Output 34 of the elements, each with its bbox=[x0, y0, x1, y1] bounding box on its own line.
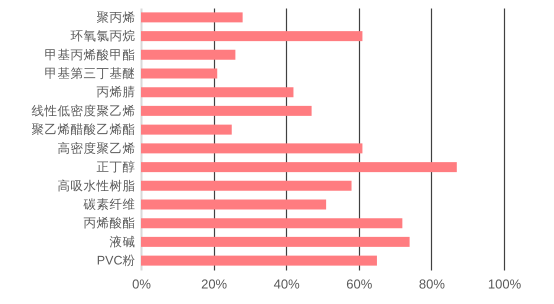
x-tick-label: 80% bbox=[418, 276, 446, 292]
bar bbox=[141, 106, 312, 116]
y-tick-label: 线性低密度聚乙烯 bbox=[32, 102, 136, 118]
bar bbox=[141, 180, 352, 191]
y-tick-label: 甲基丙烯酸甲酯 bbox=[44, 48, 136, 62]
x-tick-label: 60% bbox=[346, 276, 373, 292]
x-tick-label: 20% bbox=[201, 276, 228, 292]
y-tick-label: 甲基第三丁基醚 bbox=[44, 66, 136, 80]
bar bbox=[141, 143, 362, 154]
bar bbox=[141, 87, 294, 98]
y-tick-label: 丙烯酸酯 bbox=[84, 216, 136, 230]
bar bbox=[141, 12, 243, 22]
x-tick-label: 0% bbox=[132, 276, 152, 292]
bar bbox=[141, 218, 402, 228]
y-tick-label: 丙烯腈 bbox=[96, 85, 136, 100]
y-tick-label: 液碱 bbox=[110, 234, 136, 249]
y-tick-label: 正丁醇 bbox=[96, 160, 136, 174]
y-tick-label: PVC粉 bbox=[96, 254, 136, 268]
y-tick-label: 环氧氯丙烷 bbox=[70, 29, 136, 44]
bar bbox=[141, 50, 236, 60]
bar bbox=[141, 68, 218, 78]
x-tick-label: 100% bbox=[488, 276, 522, 292]
x-tick-label: 40% bbox=[274, 276, 300, 292]
bar bbox=[141, 162, 457, 172]
bar bbox=[141, 200, 326, 210]
bar bbox=[141, 236, 410, 247]
y-tick-label: 高吸水性树脂 bbox=[58, 178, 136, 193]
y-tick-label: 聚丙烯 bbox=[96, 10, 136, 24]
bar bbox=[141, 124, 232, 135]
y-tick-label: 聚乙烯醋酸乙烯酯 bbox=[32, 122, 136, 137]
bar bbox=[141, 31, 362, 42]
y-tick-label: 碳素纤维 bbox=[82, 198, 136, 212]
y-tick-label: 高密度聚乙烯 bbox=[58, 140, 136, 156]
bar bbox=[141, 256, 377, 266]
